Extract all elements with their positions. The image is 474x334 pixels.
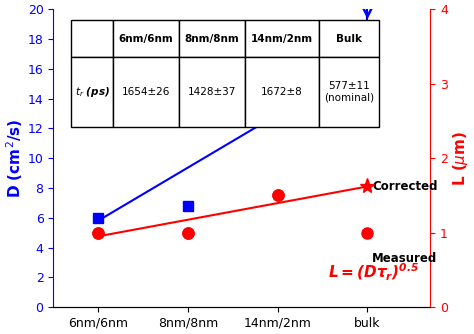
- Text: $\bfit{L=(D\tau_r)^{0.5}}$: $\bfit{L=(D\tau_r)^{0.5}}$: [328, 262, 419, 283]
- Text: Corrected: Corrected: [372, 180, 438, 193]
- Text: Measured: Measured: [372, 252, 437, 265]
- Y-axis label: D (cm$^2$/s): D (cm$^2$/s): [4, 118, 25, 198]
- Y-axis label: L ($\mu$m): L ($\mu$m): [451, 131, 470, 186]
